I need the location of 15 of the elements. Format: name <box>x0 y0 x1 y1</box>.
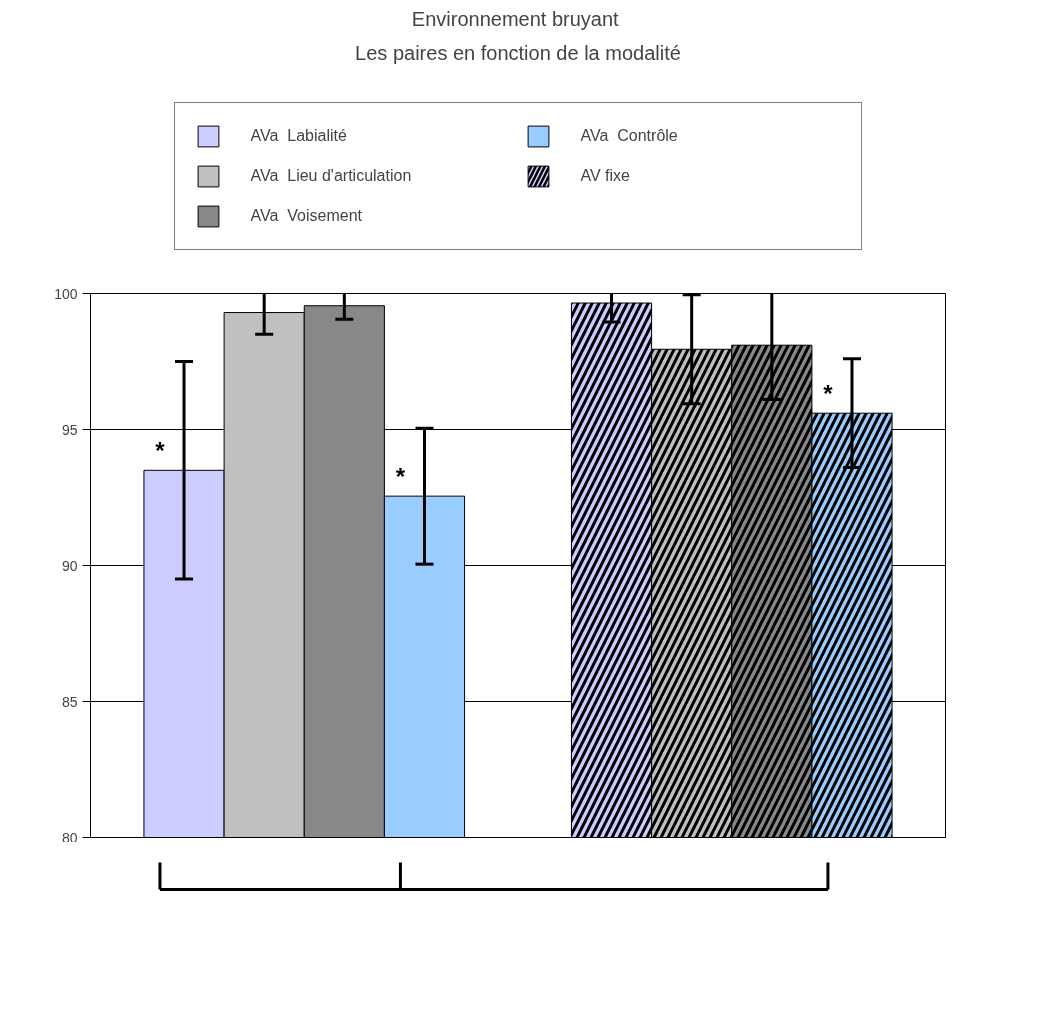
legend-label: AV fixe <box>580 166 631 185</box>
y-tick-label: 90 <box>61 557 78 574</box>
y-tick-label: 85 <box>61 693 78 710</box>
legend-label: AVa Labialité <box>250 126 348 145</box>
data-label: * <box>155 437 166 465</box>
data-label: * <box>823 380 834 408</box>
y-tick-label: 100 <box>54 285 78 302</box>
legend-label: AVa Contrôle <box>580 126 679 145</box>
chart-subtitle: Les paires en fonction de la modalité <box>355 41 681 64</box>
y-tick-label: 80 <box>61 829 78 846</box>
chart-title: Environnement bruyant <box>411 7 620 30</box>
y-tick-label: 95 <box>61 421 78 438</box>
legend-label: AVa Lieu d'articulation <box>250 166 413 185</box>
data-label: * <box>395 463 406 491</box>
legend-label: AVa Voisement <box>250 206 363 225</box>
